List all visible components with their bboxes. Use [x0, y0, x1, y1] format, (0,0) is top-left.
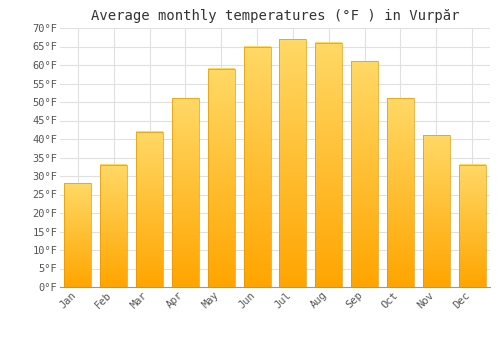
Bar [387, 98, 414, 287]
Bar [423, 135, 450, 287]
Bar [136, 132, 163, 287]
Bar [208, 69, 234, 287]
Bar [100, 165, 127, 287]
Bar [280, 39, 306, 287]
Bar [244, 47, 270, 287]
Bar [172, 98, 199, 287]
Bar [351, 61, 378, 287]
Bar [458, 165, 485, 287]
Bar [316, 43, 342, 287]
Bar [64, 183, 92, 287]
Title: Average monthly temperatures (°F ) in Vurpăr: Average monthly temperatures (°F ) in Vu… [91, 9, 459, 23]
